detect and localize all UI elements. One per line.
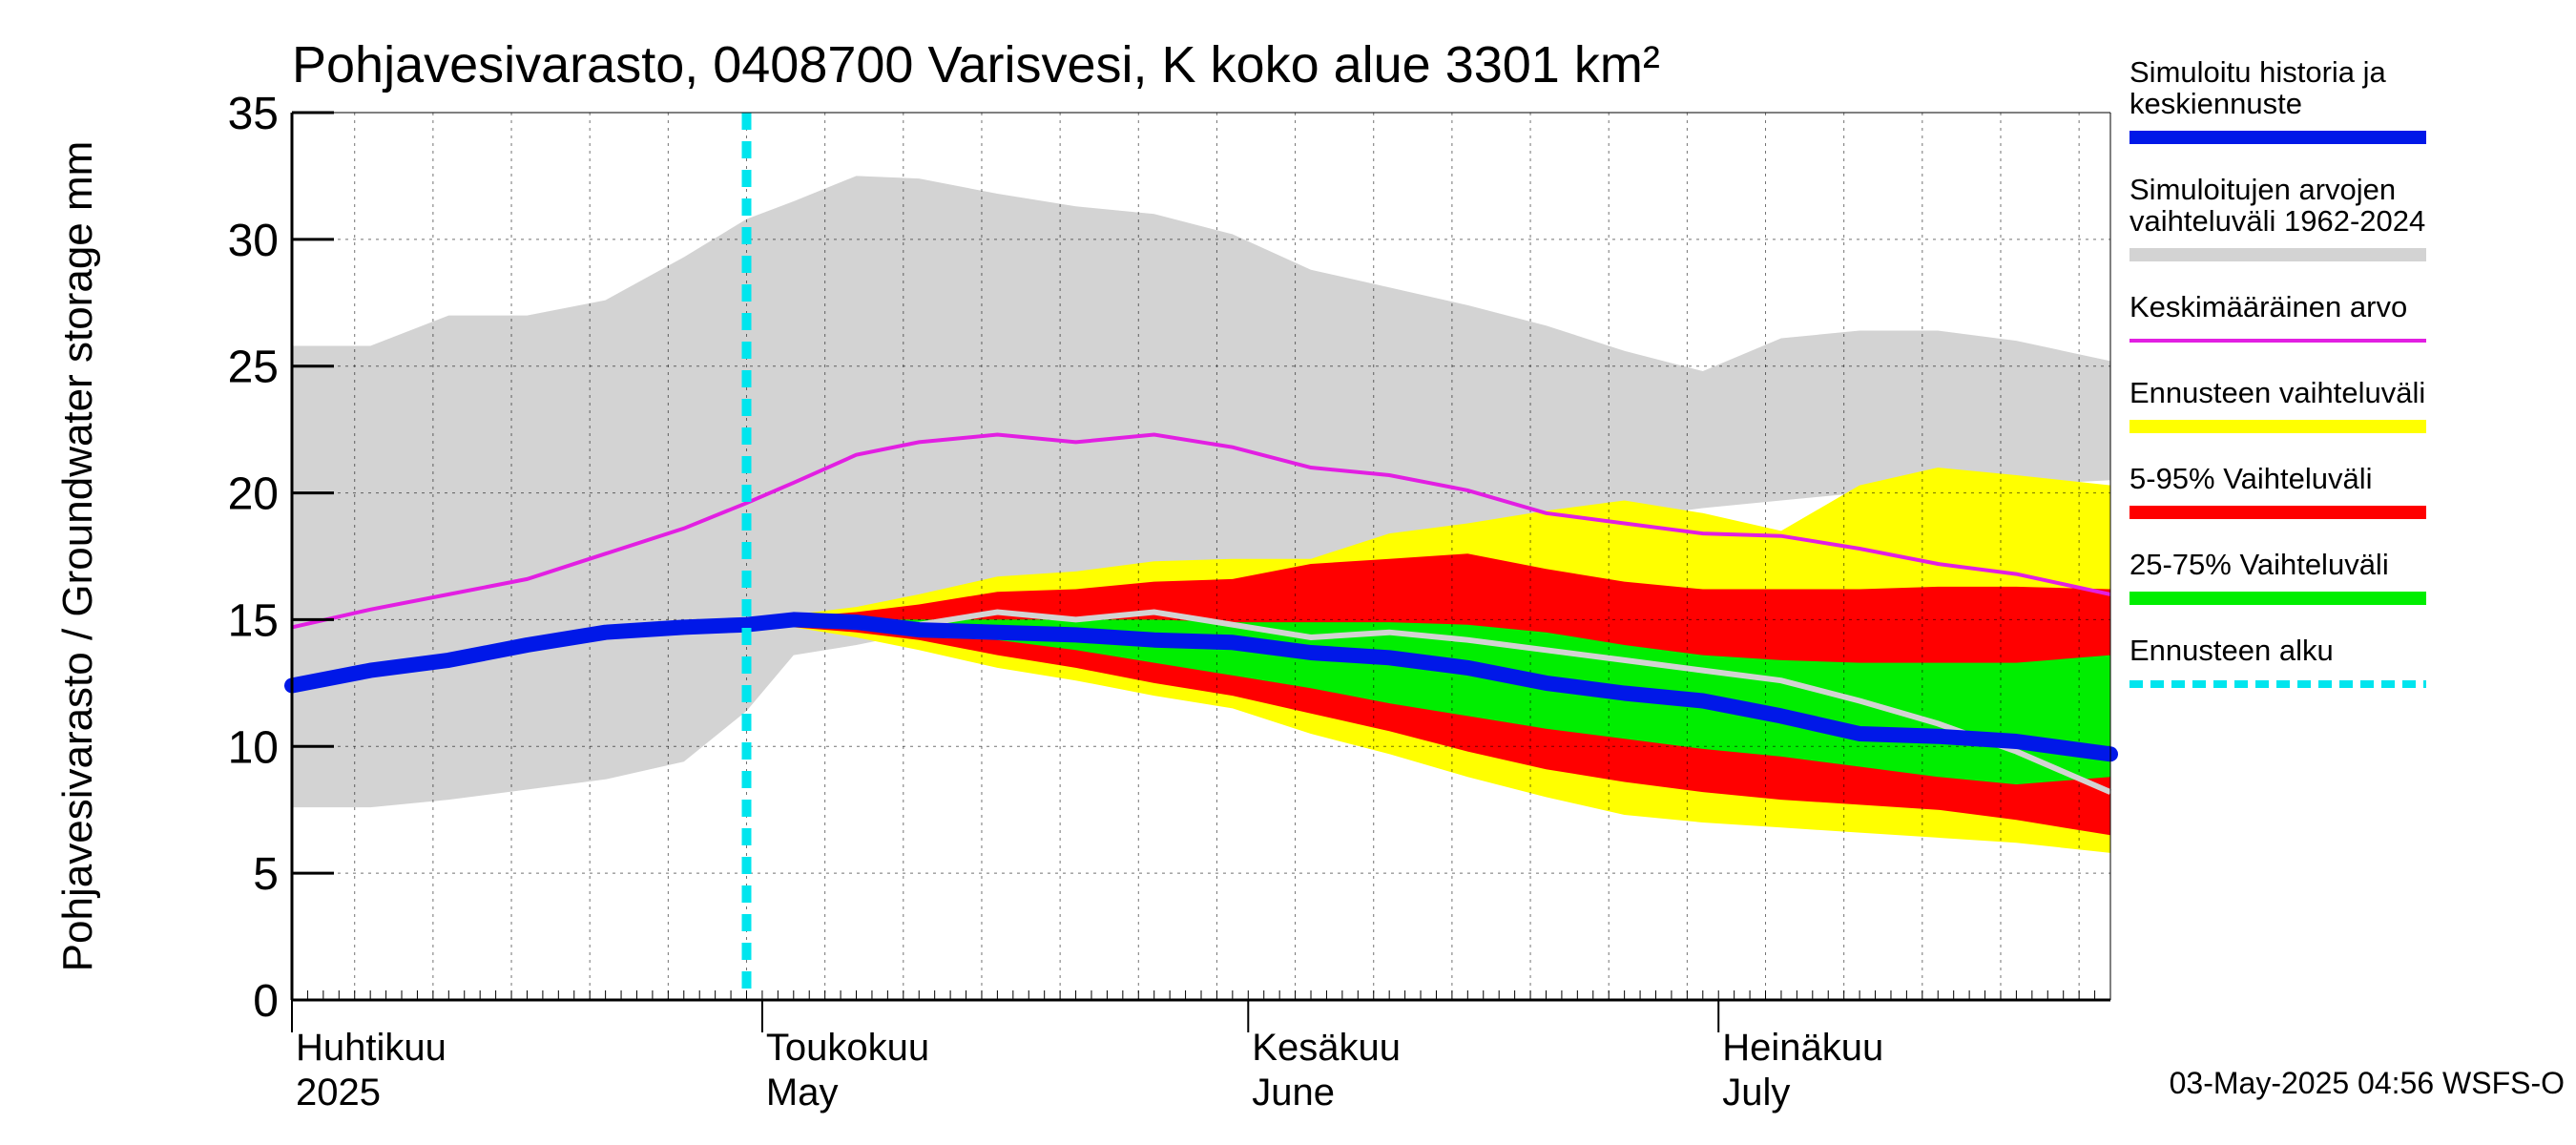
y-tick-label: 5 <box>253 849 279 900</box>
y-tick-label: 25 <box>228 343 279 393</box>
y-tick-label: 0 <box>253 976 279 1027</box>
legend-label: Ennusteen alku <box>2129 634 2334 667</box>
y-axis-label: Pohjavesivarasto / Groundwater storage m… <box>54 141 101 972</box>
month-label-en: 2025 <box>296 1072 381 1114</box>
month-label-fi: Heinäkuu <box>1722 1027 1883 1069</box>
legend-label: 25-75% Vaihteluväli <box>2129 548 2389 581</box>
y-tick-label: 20 <box>228 469 279 520</box>
legend-label: 5-95% Vaihteluväli <box>2129 462 2372 495</box>
legend-label: Simuloitu historia ja <box>2129 55 2387 89</box>
y-tick-label: 15 <box>228 595 279 646</box>
y-tick-label: 35 <box>228 89 279 139</box>
legend-label: keskiennuste <box>2129 87 2302 120</box>
month-label-fi: Toukokuu <box>766 1027 929 1069</box>
chart-title: Pohjavesivarasto, 0408700 Varisvesi, K k… <box>292 36 1660 94</box>
legend-label: Simuloitujen arvojen <box>2129 173 2396 206</box>
mean-line <box>291 432 2111 630</box>
legend-label: Keskimääräinen arvo <box>2129 290 2407 323</box>
month-label-fi: Huhtikuu <box>296 1027 447 1069</box>
month-label-en: July <box>1722 1072 1790 1114</box>
y-tick-label: 30 <box>228 216 279 266</box>
month-label-en: May <box>766 1072 839 1114</box>
month-label-fi: Kesäkuu <box>1252 1027 1401 1069</box>
legend-label: Ennusteen vaihteluväli <box>2129 376 2425 409</box>
band-25-75 <box>746 619 2110 785</box>
month-label-en: June <box>1252 1072 1335 1114</box>
legend-label: vaihteluväli 1962-2024 <box>2129 204 2425 238</box>
simulated-line <box>284 612 2118 762</box>
y-tick-label: 10 <box>228 722 279 773</box>
timestamp-footer: 03-May-2025 04:56 WSFS-O <box>2170 1066 2565 1100</box>
